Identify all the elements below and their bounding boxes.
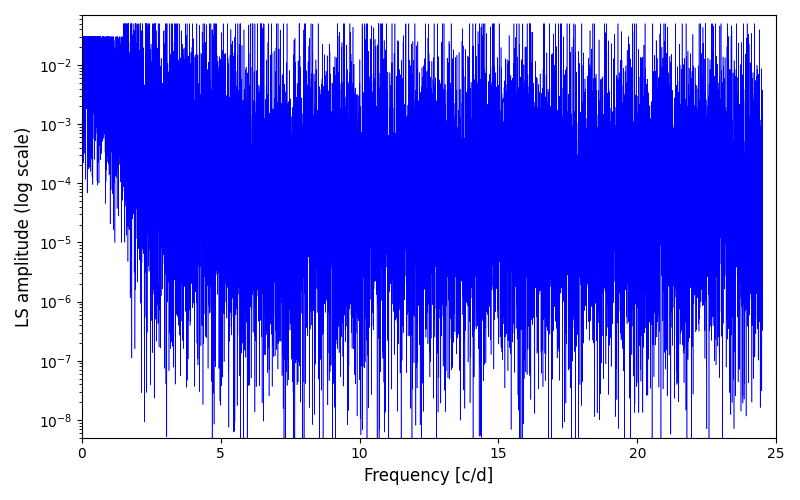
Y-axis label: LS amplitude (log scale): LS amplitude (log scale) bbox=[15, 126, 33, 326]
X-axis label: Frequency [c/d]: Frequency [c/d] bbox=[364, 467, 494, 485]
